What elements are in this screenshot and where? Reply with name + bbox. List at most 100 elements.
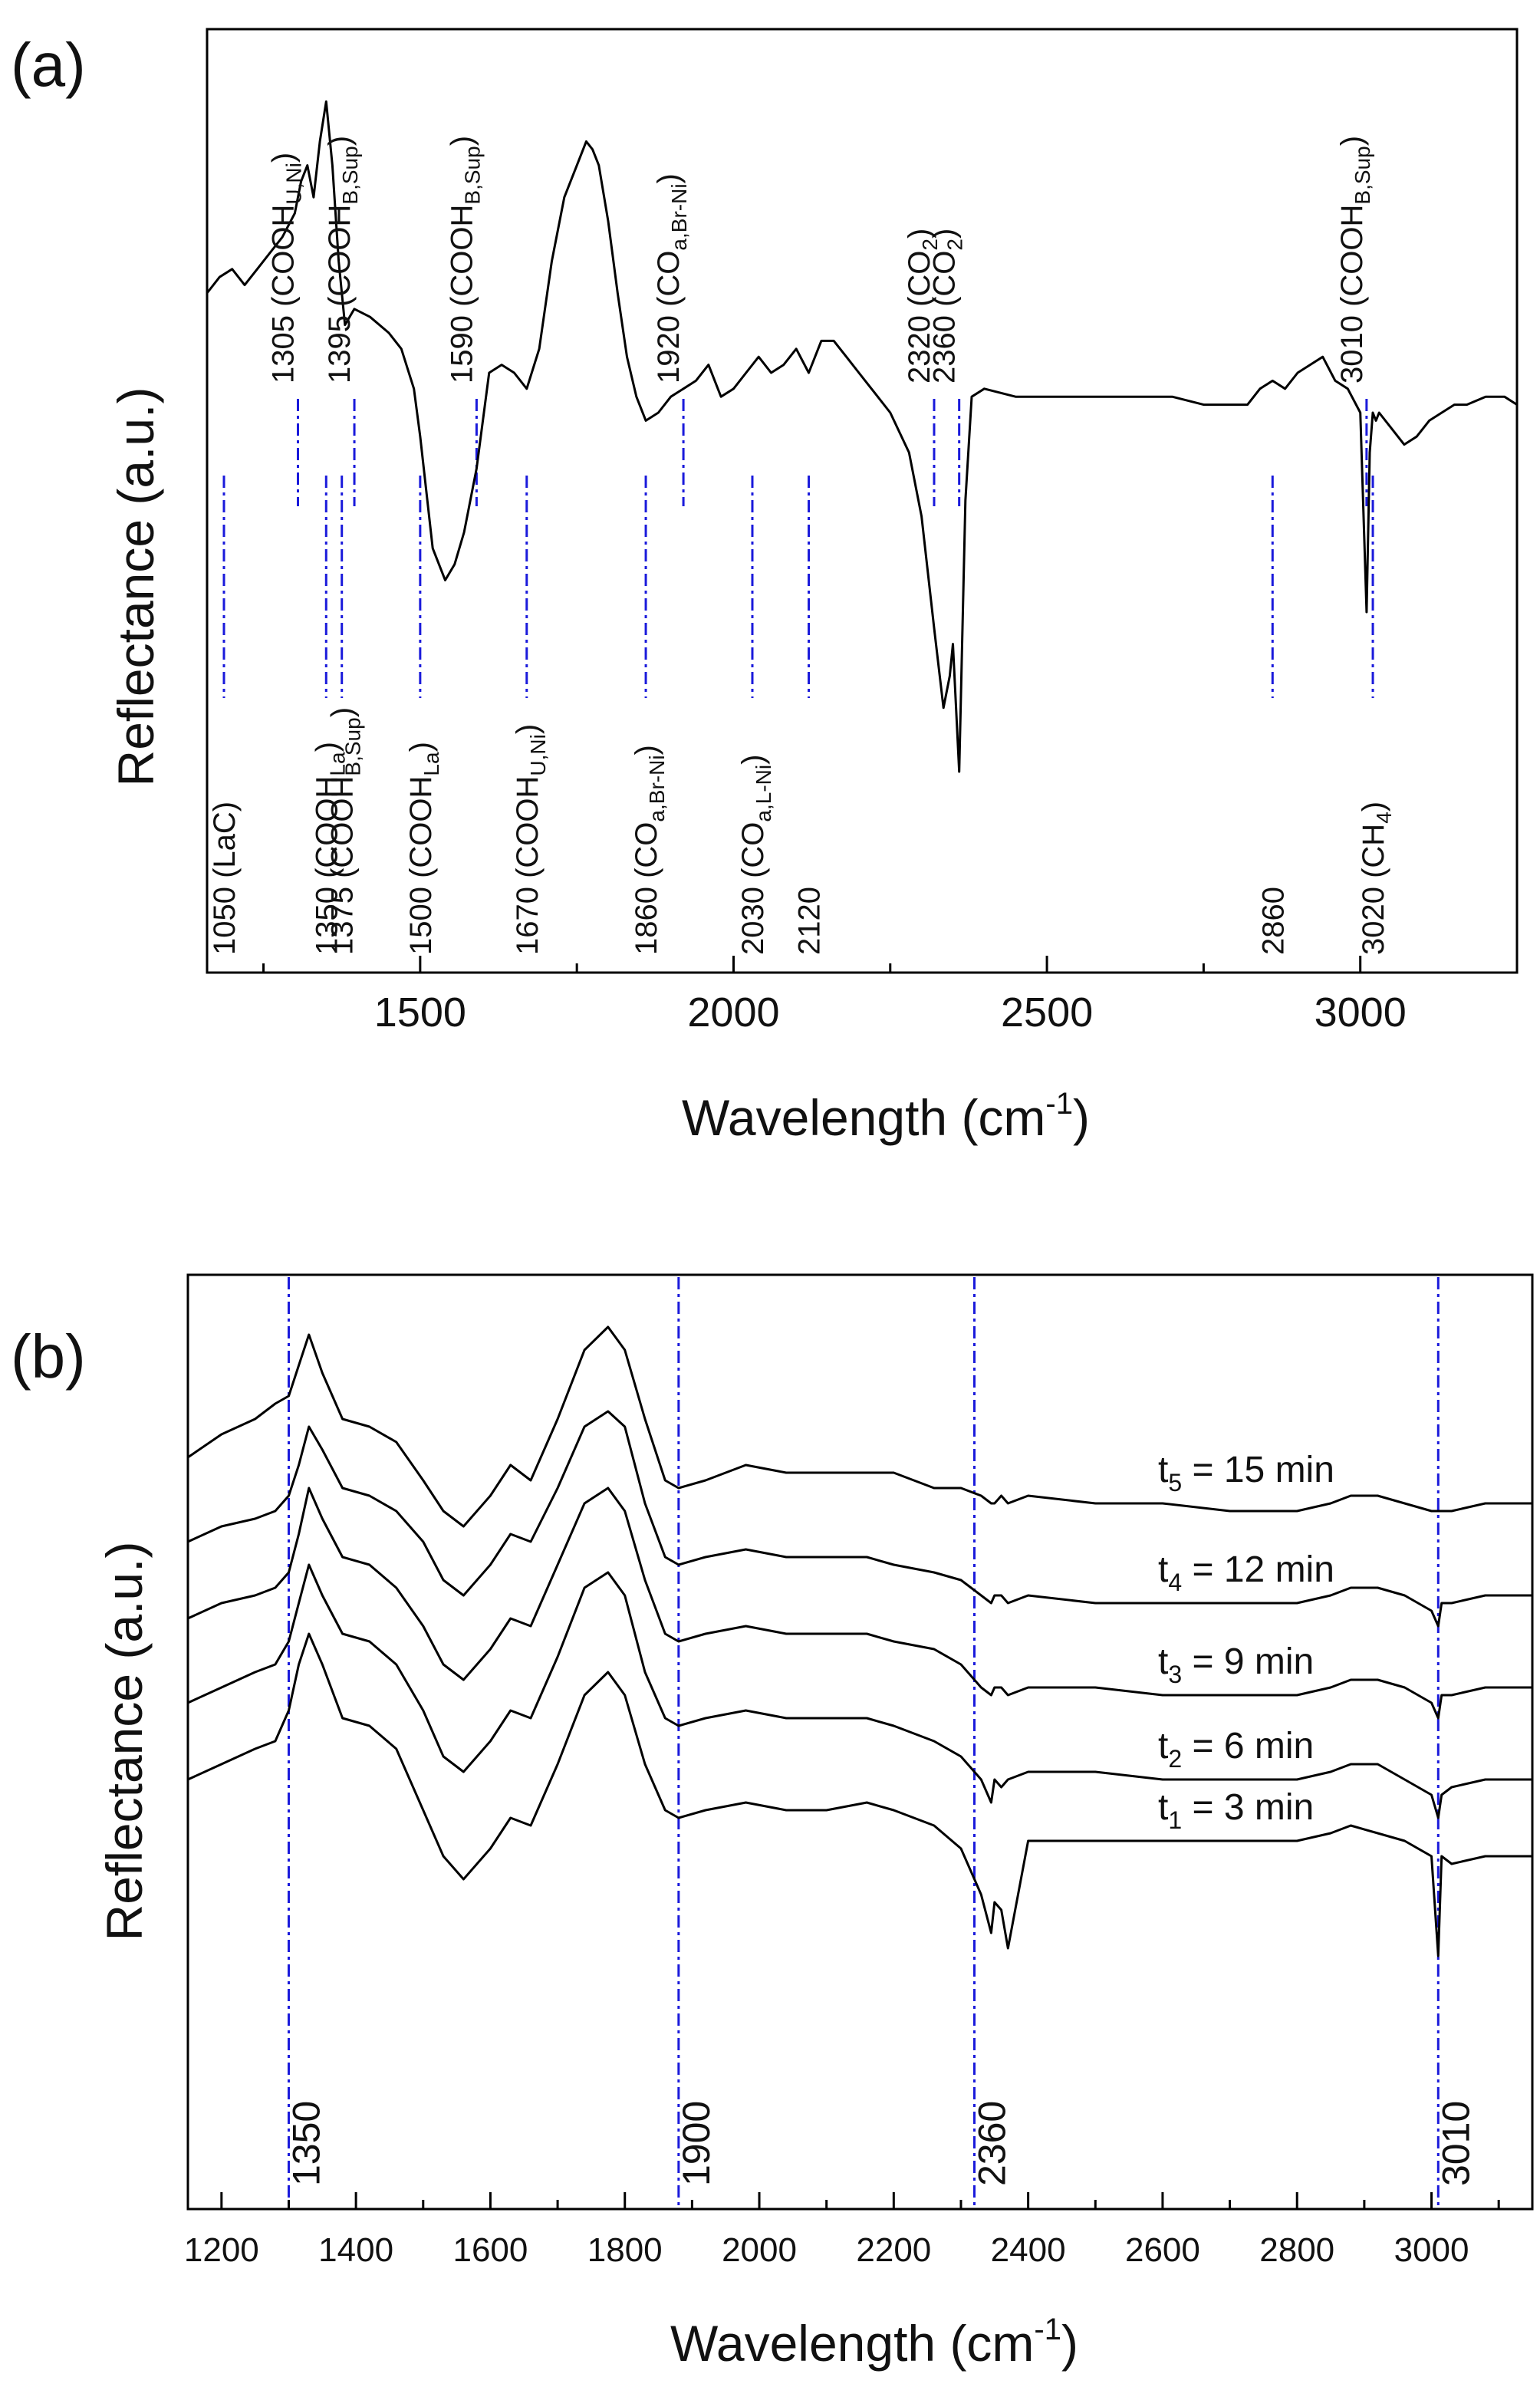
- annotation-main: 1395 (COOH: [323, 205, 357, 384]
- panel-a-annotation-label: 1500 (COOHLa): [404, 742, 443, 955]
- panel-b-x-label: Wavelength (cm-1): [670, 2313, 1078, 2372]
- annotation-main: 1590 (COOH: [445, 205, 479, 384]
- panel-a-x-tick-label: 1500: [374, 989, 466, 1035]
- panel-b-label: (b): [11, 1322, 86, 1391]
- panel-b-guide-label: 3010: [1434, 2101, 1477, 2186]
- panel-a-x-tick-label: 2000: [687, 989, 779, 1035]
- annotation-close: ): [903, 229, 936, 239]
- annotation-main: 2320 (CO: [903, 251, 936, 384]
- annotation-subscript: B,Sup: [338, 146, 362, 204]
- panel-b-x-tick-label: 1600: [452, 2231, 528, 2269]
- annotation-close: ): [445, 136, 479, 146]
- series-label-main: t: [1158, 1641, 1168, 1682]
- panel-b-series-line: [187, 1325, 1532, 1528]
- panel-b-x-tick-label: 2000: [722, 2231, 797, 2269]
- series-label-sub: 2: [1168, 1745, 1182, 1773]
- annotation-close: ): [1357, 802, 1390, 812]
- series-label-rest: = 12 min: [1182, 1549, 1334, 1590]
- annotation-main: 1375 (COOH: [326, 776, 360, 955]
- annotation-main: 1500 (COOH: [404, 776, 438, 955]
- panel-a-annotation-label: 1590 (COOHB,Sup): [445, 136, 484, 384]
- panel-a-y-label: Reflectance (a.u.): [107, 387, 164, 787]
- panel-b-series-label: t2 = 6 min: [1158, 1726, 1314, 1773]
- annotation-main: 1670 (COOH: [511, 776, 545, 955]
- annotation-main: 3010 (COOH: [1335, 205, 1369, 384]
- panel-b-series-line: [187, 1632, 1532, 1957]
- annotation-close: ): [736, 755, 770, 765]
- panel-a-label: (a): [11, 31, 86, 99]
- annotation-close: ): [630, 745, 663, 755]
- panel-b-frame: [186, 1273, 1534, 2211]
- annotation-subscript: a,Br-Ni: [667, 183, 691, 250]
- panel-a-annotations: 1050 (LaC)1305 (COOHU,Ni)1350 (COOHLa)13…: [208, 136, 1396, 955]
- annotation-main: 2860: [1256, 887, 1290, 955]
- panel-b-y-label: Reflectance (a.u.): [96, 1542, 153, 1941]
- annotation-main: 1350 (COOH: [310, 776, 344, 955]
- series-label-sub: 1: [1168, 1806, 1182, 1834]
- annotation-main: 1050 (LaC): [208, 802, 242, 955]
- panel-a: (a) 1500 2000 2500 3000 1050 (LaC) 1305 (COO…: [11, 28, 1519, 1146]
- annotation-main: 1860 (CO: [630, 822, 663, 955]
- annotation-subscript: a,L-Ni: [752, 765, 775, 822]
- panel-b-guide-label: 1900: [675, 2101, 718, 2186]
- annotation-subscript: B,Sup: [341, 717, 365, 775]
- annotation-subscript: U,Ni: [281, 163, 305, 204]
- series-label-sub: 4: [1168, 1569, 1182, 1596]
- panel-a-plot: [206, 100, 1518, 773]
- panel-a-series-line: [206, 100, 1518, 773]
- annotation-close: ): [326, 707, 360, 717]
- annotation-close: ): [323, 136, 357, 146]
- annotation-main: 2120: [793, 887, 827, 955]
- annotation-subscript: 2: [918, 239, 942, 251]
- annotation-close: ): [310, 742, 344, 752]
- annotation-close: ): [266, 153, 300, 163]
- panel-a-annotation-label: 1395 (COOHB,Sup): [323, 136, 362, 384]
- panel-b-series-line: [187, 1563, 1532, 1819]
- series-label-main: t: [1158, 1726, 1168, 1766]
- annotation-subscript: 2: [943, 239, 967, 251]
- panel-a-annotation-label: 2120: [793, 887, 827, 955]
- panel-a-x-axis: 1500 2000 2500 3000: [262, 956, 1519, 1035]
- panel-b-series-line: [187, 1410, 1532, 1628]
- annotation-subscript: La: [420, 752, 443, 776]
- panel-a-x-label-close: ): [1073, 1089, 1090, 1146]
- panel-b-x-tick-label: 1200: [184, 2231, 259, 2269]
- panel-a-annotation-label: 1920 (COa,Br-Ni): [652, 173, 691, 384]
- annotation-close: ): [511, 724, 545, 734]
- panel-a-annotation-label: 2320 (CO2): [903, 229, 942, 384]
- panel-a-annotation-label: 1350 (COOHLa): [310, 742, 349, 955]
- panel-a-annotation-label: 3010 (COOHB,Sup): [1335, 136, 1374, 384]
- panel-a-annotation-label: 2030 (COa,L-Ni): [736, 755, 775, 955]
- series-label-rest: = 3 min: [1182, 1787, 1314, 1828]
- annotation-subscript: a,Br-Ni: [645, 755, 669, 821]
- annotation-main: 3020 (CH: [1357, 824, 1390, 955]
- panel-b-x-tick-label: 1800: [587, 2231, 663, 2269]
- panel-b-series-label: t5 = 15 min: [1158, 1450, 1334, 1496]
- panel-a-x-label: Wavelength (cm-1): [682, 1087, 1090, 1146]
- panel-b-plot: [187, 1325, 1532, 1957]
- panel-a-annotation-label: 1670 (COOHU,Ni): [511, 724, 550, 955]
- panel-b-x-label-close: ): [1061, 2315, 1078, 2372]
- panel-a-x-tick-label: 3000: [1315, 989, 1407, 1035]
- panel-b-x-tick-label: 2400: [991, 2231, 1066, 2269]
- panel-b-guide-label: 1350: [285, 2101, 327, 2186]
- panel-a-x-label-main: Wavelength (cm: [682, 1089, 1045, 1146]
- panel-a-annotation-label: 2860: [1256, 887, 1290, 955]
- annotation-subscript: 4: [1372, 812, 1396, 824]
- series-label-rest: = 9 min: [1182, 1641, 1314, 1682]
- annotation-close: ): [404, 742, 438, 752]
- panel-a-frame: [206, 28, 1519, 974]
- panel-b-x-tick-label: 2200: [856, 2231, 931, 2269]
- panel-b: (b) 1350 1900 2360 3010 1200 1400 1600 1800 200…: [11, 1273, 1534, 2372]
- panel-b-series-label: t4 = 12 min: [1158, 1549, 1334, 1596]
- panel-b-x-tick-label: 2600: [1125, 2231, 1200, 2269]
- annotation-close: ): [928, 229, 962, 239]
- panel-b-x-tick-label: 3000: [1394, 2231, 1469, 2269]
- panel-b-x-label-main: Wavelength (cm: [670, 2315, 1034, 2372]
- panel-a-annotation-label: 1305 (COOHU,Ni): [266, 153, 305, 384]
- series-label-main: t: [1158, 1450, 1168, 1490]
- annotation-close: ): [652, 173, 686, 183]
- panel-a-annotation-label: 3020 (CH4): [1357, 802, 1396, 955]
- panel-a-annotation-label: 1050 (LaC): [208, 802, 242, 955]
